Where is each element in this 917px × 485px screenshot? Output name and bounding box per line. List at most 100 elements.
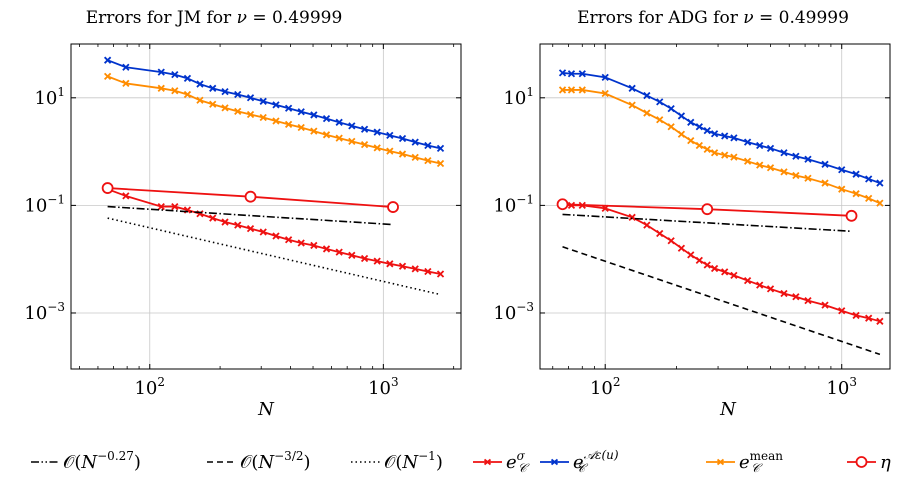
series-e-c-a-u--point [221, 88, 229, 96]
series-e-c-a-u--point [656, 98, 664, 106]
series-e-c--point [234, 221, 242, 229]
legend-label: η [880, 452, 891, 473]
series-e-c-a-u--point [209, 84, 217, 92]
jm-error-plot: Errors for JM for ν = 0.49999 102 103 10−3… [24, 8, 462, 420]
plot-title: Errors for ADG for ν = 0.49999 [577, 8, 849, 28]
series-e-c-mean--point [436, 159, 445, 168]
series-e-c--point [695, 256, 703, 265]
series-e-c-a-u--point [876, 179, 884, 187]
series-e-c--point [628, 213, 636, 221]
series-e-c-mean--point [656, 116, 664, 124]
series---point [101, 182, 114, 194]
series-e-c-a-u--point [411, 138, 419, 146]
series-e-c-mean--point [234, 107, 242, 115]
legend-entry-rate-1: 𝒪(N−1) [351, 449, 443, 473]
series-e-c-a-u--point [348, 122, 356, 130]
y-tick-label: 10−1 [24, 192, 65, 216]
legend-entry-eta: η [847, 452, 891, 473]
series-e-c-mean--point [348, 137, 356, 145]
series-e-c--point [122, 192, 130, 200]
series-e-c-a-u--point [792, 152, 800, 160]
series-e-c-mean--point [601, 89, 609, 98]
series-e-c-mean--point [821, 179, 829, 187]
series-e-c-a-u--point [284, 104, 293, 112]
series-e-c-mean--point [183, 90, 192, 99]
series-e-c-mean--point [838, 185, 846, 193]
series-e-c-mean--point [677, 130, 686, 138]
series-e-c--point [373, 257, 381, 265]
x-tick-label: 102 [590, 375, 621, 399]
series-e-c-a-u--point [567, 70, 576, 78]
series-e-c-a-u--point [743, 138, 752, 146]
series-e-c--point [821, 301, 829, 309]
series-e-c-mean--point [743, 157, 752, 165]
series-e-c-mean--point [710, 149, 719, 157]
series-e-c-a-u--point [578, 70, 586, 78]
series-e-c--point [259, 228, 267, 236]
series-e-c-mean--point [157, 84, 165, 92]
y-tick-label: 10−3 [24, 300, 65, 324]
series-e-c-a-u--point [756, 141, 764, 150]
series-e-c-a-u--point [122, 63, 130, 71]
series-e-c-a-u--point [710, 130, 719, 138]
series-o-n-3-2--line [562, 246, 881, 356]
series---point [556, 198, 569, 211]
series-e-c--point [436, 270, 445, 278]
series-e-c-a-u--point [335, 118, 343, 126]
series-e-c-a-u--point [234, 90, 242, 99]
series-o-n-0-27--line [562, 213, 852, 233]
series-e-c-a-u--point [721, 132, 729, 140]
series-e-c-mean--point [695, 141, 703, 150]
x-axis-label: N [719, 399, 737, 420]
legend-label: e𝒜ε(u) 𝒞 [573, 448, 619, 475]
series-e-c-mean--point [721, 151, 729, 159]
series-e-c-a-u--point [373, 128, 381, 136]
x-tick-label: 103 [826, 375, 857, 399]
y-tick-label: 101 [34, 85, 65, 109]
series-e-c-a-u--point [171, 70, 179, 79]
series-e-c-mean--point [196, 96, 204, 104]
series-e-c-mean--point [103, 72, 112, 81]
series-e-c-a-u--point [730, 134, 738, 142]
series-e-c--point [865, 314, 873, 322]
series-e-c-a-u--point [272, 101, 280, 109]
y-tick-label: 101 [503, 85, 534, 109]
series-e-c-a-u--point [259, 97, 267, 105]
series-e-c--point [335, 248, 343, 256]
y-tick-label: 10−1 [493, 192, 534, 216]
legend-entry-rate-3-2: 𝒪(N−3/2) [207, 449, 311, 473]
series-e-c--point [310, 241, 318, 250]
series-e-c-a-u--point [310, 111, 318, 119]
series-o-n-1--line [107, 217, 441, 296]
series-e-c-mean--point [865, 194, 873, 203]
series-e-c-a-u--point [703, 127, 711, 135]
series-e-c-a-u--point [780, 149, 788, 157]
series-e-c--point [766, 285, 775, 293]
legend-entry-rate-027: 𝒪(N−0.27) [31, 449, 141, 473]
series-e-c--point [780, 289, 788, 298]
series-e-c-a-u--point [677, 112, 686, 120]
series-e-c--point [710, 264, 719, 273]
series-e-c-mean--point [424, 156, 432, 165]
series-e-c-mean--point [780, 168, 788, 176]
series-e-c--point [804, 296, 812, 305]
series-e-c-a-u--point [558, 69, 567, 77]
series-e-c--point [272, 232, 280, 240]
series-e-c-mean--point [578, 86, 586, 94]
series-e-c-a-u--point [628, 84, 636, 92]
series-e-c-mean--point [567, 86, 576, 94]
legend-label: eσ 𝒞 [506, 449, 530, 475]
series-e-c-mean--point [386, 147, 394, 155]
series-e-c--point [284, 236, 293, 244]
series-e-c-a-u--point [183, 74, 192, 82]
series-e-c-mean--point [687, 136, 695, 145]
series-e-c-a-u--point [838, 166, 846, 174]
series-e-c--point [157, 202, 165, 211]
series-e-c--point [703, 261, 711, 269]
series-e-c-a-u--point [398, 134, 407, 143]
series-e-c-a-u--point [601, 73, 609, 81]
series-e-c-mean--point [766, 164, 775, 172]
series-e-c--point [322, 245, 331, 253]
series-e-c-mean--line [562, 89, 881, 204]
